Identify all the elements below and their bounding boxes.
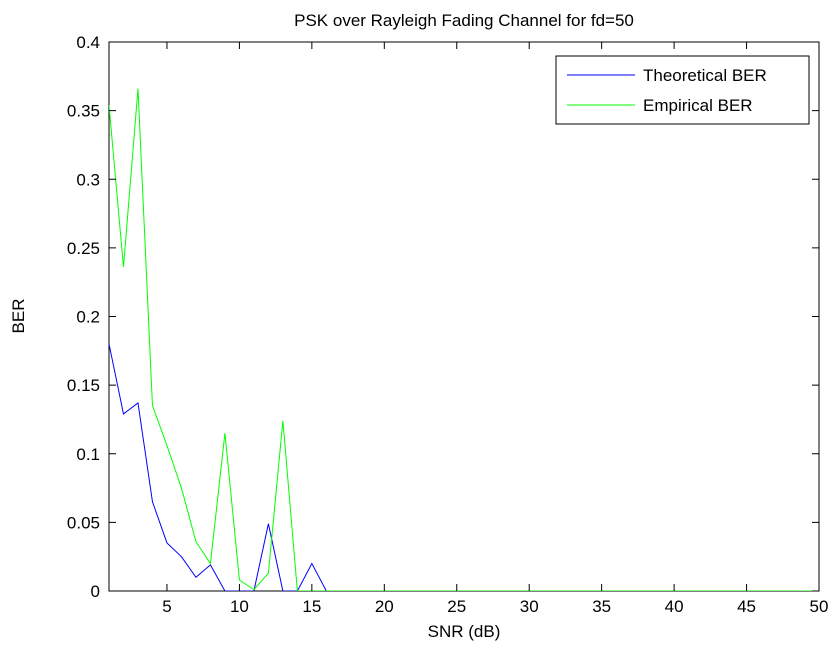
y-axis-title: BER [9,299,28,334]
x-tick-label: 5 [162,597,171,616]
y-tick-label: 0.15 [67,376,100,395]
x-tick-label: 15 [302,597,321,616]
x-axis-title: SNR (dB) [428,622,501,641]
y-tick-label: 0.1 [76,445,100,464]
x-tick-label: 20 [375,597,394,616]
chart-title: PSK over Rayleigh Fading Channel for fd=… [294,11,634,30]
x-tick-label: 25 [447,597,466,616]
series-line-empirical [109,88,819,591]
ticks-layer: 5 10 15 20 25 30 35 40 45 50 0 0.05 0.1 0.15 0.2 0.25 0.… [67,33,829,616]
y-tick-label: 0.25 [67,239,100,258]
legend: Theoretical BER Empirical BER [555,55,810,125]
y-tick-label: 0.35 [67,102,100,121]
x-tick-label: 45 [737,597,756,616]
y-tick-label: 0.4 [76,33,100,52]
legend-label-empirical: Empirical BER [643,96,753,115]
x-tick-label: 40 [665,597,684,616]
y-tick-label: 0.3 [76,170,100,189]
x-tick-label: 50 [810,597,829,616]
y-tick-label: 0.05 [67,513,100,532]
x-tick-label: 30 [520,597,539,616]
series-layer [109,88,819,591]
x-tick-label: 10 [230,597,249,616]
y-tick-label: 0 [91,582,100,601]
plot-area [108,41,820,592]
legend-box [555,55,810,125]
legend-label-theoretical: Theoretical BER [643,66,767,85]
y-tick-label: 0.2 [76,308,100,327]
x-tick-label: 35 [592,597,611,616]
